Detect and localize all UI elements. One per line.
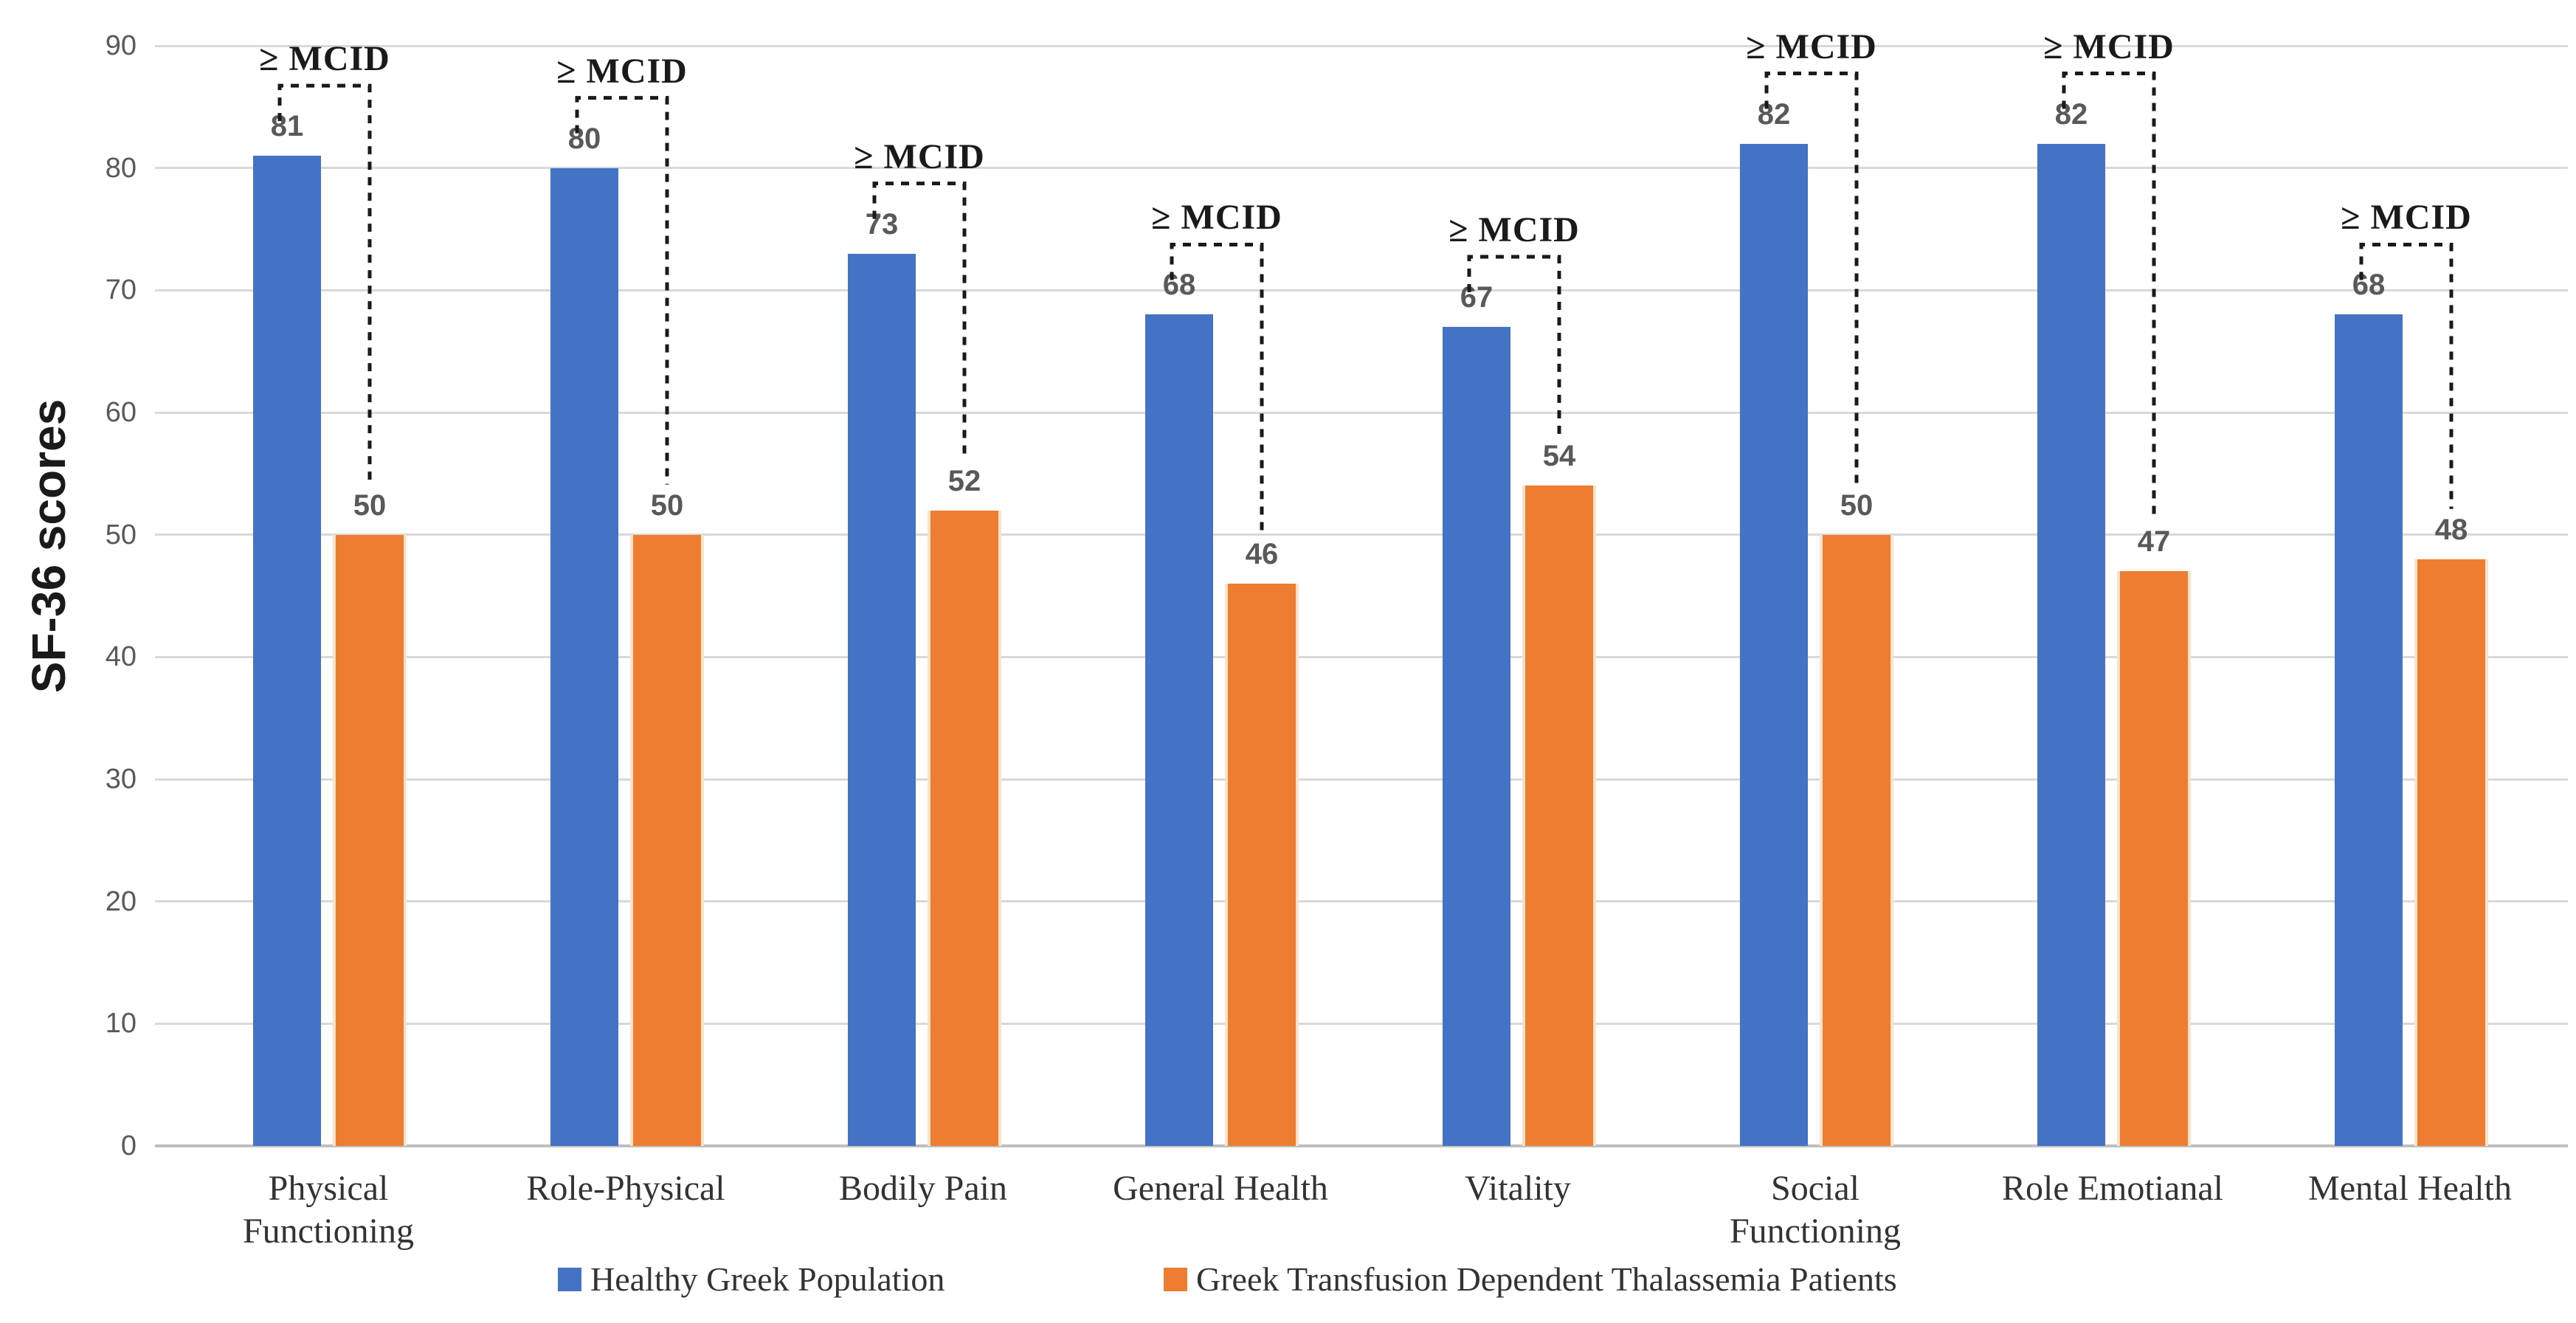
bar-healthy <box>550 167 618 1146</box>
x-category-label: Bodily Pain <box>838 1169 1008 1208</box>
mcid-annotation: ≥ MCID <box>1151 198 1282 238</box>
mcid-annotation: ≥ MCID <box>556 51 688 91</box>
bar-patient <box>333 534 407 1146</box>
bar-value-label: 68 <box>1162 269 1196 302</box>
legend-swatch-blue <box>558 1268 581 1291</box>
x-category-label: Role Emotianal <box>2002 1169 2223 1208</box>
x-category-label: General Health <box>1113 1169 1328 1208</box>
y-tick-label: 50 <box>105 519 137 550</box>
bar-value-label: 50 <box>1840 488 1874 522</box>
gridline <box>155 44 2568 47</box>
legend-item-thalassemia-patients: Greek Transfusion Dependent Thalassemia … <box>1164 1260 1897 1299</box>
bar-value-label: 73 <box>865 207 899 241</box>
bar-value-label: 82 <box>2054 97 2088 131</box>
x-axis-line <box>155 1144 2568 1147</box>
gridline <box>155 778 2568 781</box>
bar-patient <box>1820 534 1893 1146</box>
bar-value-label: 50 <box>650 488 684 522</box>
legend-swatch-orange <box>1164 1268 1187 1291</box>
bar-healthy <box>2037 143 2105 1146</box>
bar-value-label: 81 <box>270 110 304 143</box>
bar-healthy <box>848 253 916 1146</box>
bar-value-label: 52 <box>947 464 981 497</box>
gridline <box>155 1022 2568 1025</box>
legend-label: Greek Transfusion Dependent Thalassemia … <box>1196 1260 1897 1298</box>
bar-healthy <box>1740 143 1808 1146</box>
gridline <box>155 655 2568 658</box>
bar-value-label: 50 <box>353 488 387 522</box>
x-category-label: Role-Physical <box>526 1169 725 1208</box>
legend-label: Healthy Greek Population <box>590 1260 945 1298</box>
bar-patient <box>630 534 704 1146</box>
bar-value-label: 54 <box>1542 440 1576 473</box>
y-tick-label: 80 <box>105 152 137 184</box>
bar-patient <box>2414 559 2488 1146</box>
bar-patient <box>1522 486 1596 1146</box>
bar-patient <box>2117 571 2191 1146</box>
y-tick-label: 90 <box>105 30 137 61</box>
gridline <box>155 289 2568 291</box>
bar-value-label: 82 <box>1757 97 1791 131</box>
x-category-label: Mental Health <box>2308 1169 2512 1208</box>
y-tick-label: 60 <box>105 397 137 428</box>
mcid-annotation: ≥ MCID <box>1746 27 1877 66</box>
mcid-annotation: ≥ MCID <box>2043 27 2175 66</box>
bar-value-label: 46 <box>1245 537 1279 570</box>
gridline <box>155 167 2568 170</box>
bar-value-label: 67 <box>1460 281 1494 314</box>
gridline <box>155 900 2568 903</box>
gridline <box>155 533 2568 536</box>
bar-healthy <box>1443 327 1510 1146</box>
y-tick-label: 20 <box>105 885 137 917</box>
y-tick-label: 10 <box>105 1008 137 1040</box>
bar-patient <box>928 510 1001 1146</box>
bar-healthy <box>2335 314 2403 1146</box>
y-tick-label: 70 <box>105 274 137 306</box>
mcid-annotation: ≥ MCID <box>259 39 390 79</box>
bar-patient <box>1225 583 1299 1146</box>
bar-value-label: 48 <box>2434 513 2468 546</box>
mcid-annotation: ≥ MCID <box>1448 210 1580 250</box>
gridline <box>155 411 2568 414</box>
x-category-label: Physical Functioning <box>242 1169 414 1251</box>
y-tick-label: 0 <box>120 1130 137 1161</box>
legend-item-healthy-greek-population: Healthy Greek Population <box>558 1260 945 1299</box>
mcid-annotation: ≥ MCID <box>854 137 985 176</box>
x-category-label: Vitality <box>1465 1169 1571 1208</box>
bar-value-label: 68 <box>2352 269 2386 302</box>
bar-healthy <box>1145 314 1213 1146</box>
mcid-annotation: ≥ MCID <box>2341 198 2472 238</box>
x-category-label: Social Functioning <box>1729 1169 1901 1251</box>
y-tick-label: 30 <box>105 764 137 795</box>
y-tick-label: 40 <box>105 641 137 673</box>
bar-healthy <box>253 156 321 1146</box>
bar-value-label: 80 <box>567 122 601 155</box>
bar-value-label: 47 <box>2137 525 2171 559</box>
